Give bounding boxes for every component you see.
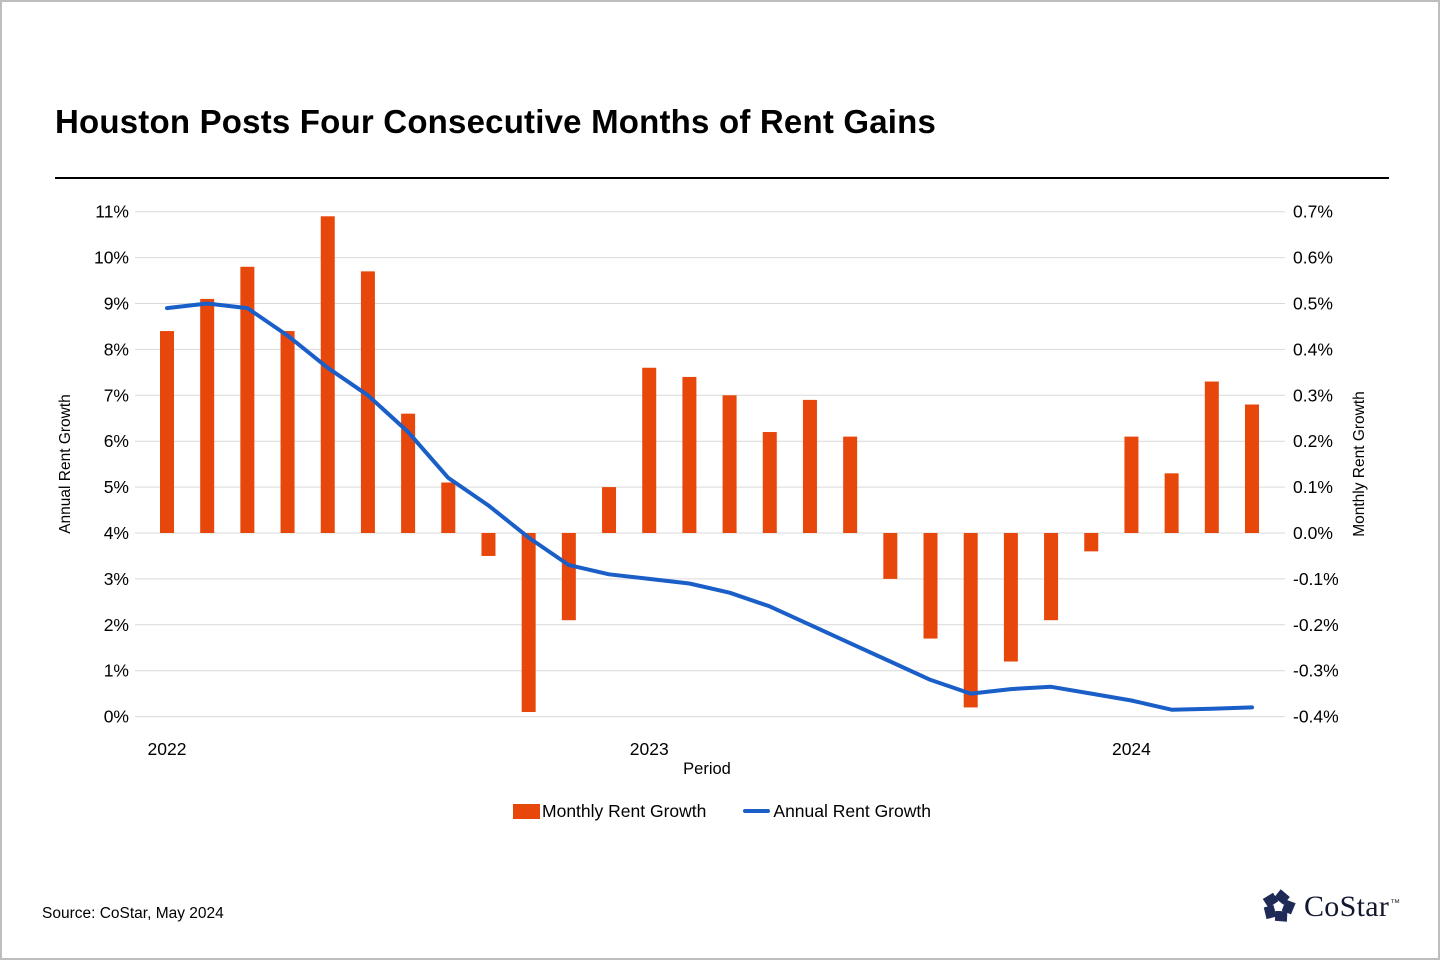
bar-monthly-rent-growth [1244,404,1259,533]
left-axis-title: Annual Rent Growth [57,394,74,534]
pinwheel-blade [1263,905,1277,920]
bar-monthly-rent-growth [963,533,978,708]
y-axis-tick-right: 0.3% [1293,385,1333,405]
title-divider [55,177,1389,179]
bar-monthly-rent-growth [843,436,858,533]
costar-logo-text: CoStar™ [1304,889,1401,923]
y-axis-tick-left: 11% [95,202,129,222]
y-axis-tick-left: 4% [104,523,129,543]
y-axis-tick-left: 9% [104,294,129,314]
x-axis-tick: 2023 [630,739,669,759]
line-annual-rent-growth [165,301,1254,712]
bar-monthly-rent-growth [401,413,416,533]
bar-monthly-rent-growth [762,432,777,533]
bar-monthly-rent-growth [521,533,536,713]
y-axis-tick-left: 1% [104,661,129,681]
legend-label-annual: Annual Rent Growth [773,800,931,821]
bar-monthly-rent-growth [883,533,898,579]
bar-monthly-rent-growth [802,399,817,533]
y-axis-tick-right: 0.5% [1293,294,1333,314]
costar-logo: CoStar™ [1260,888,1400,925]
y-axis-tick-left: 6% [104,431,129,451]
y-axis-tick-right: 0.4% [1293,339,1333,359]
y-axis-tick-left: 5% [104,477,129,497]
bar-monthly-rent-growth [320,216,335,534]
right-axis-title: Monthly Rent Growth [1351,391,1368,537]
source-note: Source: CoStar, May 2024 [42,905,224,922]
x-axis-tick: 2022 [148,739,187,759]
trademark-symbol: ™ [1390,897,1401,909]
bar-monthly-rent-growth [561,533,576,621]
x-axis-title: Period [683,760,731,778]
bar-monthly-rent-growth [1003,533,1018,662]
monthly-rent-growth-swatch-icon [513,803,541,819]
bar-monthly-rent-growth [441,482,456,533]
bar-monthly-rent-growth [240,266,255,533]
bar-monthly-rent-growth [1204,381,1219,533]
y-axis-tick-left: 3% [104,569,129,589]
legend-spacer [706,811,743,812]
bar-monthly-rent-growth [200,298,215,533]
bar-monthly-rent-growth [160,331,174,533]
chart-title: Houston Posts Four Consecutive Months of… [55,103,937,140]
y-axis-tick-right: 0.1% [1293,477,1333,497]
y-axis-tick-right: 0.7% [1293,202,1333,222]
bar-monthly-rent-growth [642,367,657,533]
bar-monthly-rent-growth [1164,473,1179,533]
y-axis-tick-right: 0.6% [1293,248,1333,268]
y-axis-tick-left: 8% [104,339,129,359]
bar-monthly-rent-growth [360,271,375,533]
y-axis-tick-right: -0.1% [1293,569,1339,589]
y-axis-tick-right: -0.2% [1293,615,1339,635]
bar-monthly-rent-growth [1124,436,1139,533]
bar-monthly-rent-growth [602,487,617,533]
y-axis-tick-left: 10% [94,248,129,268]
y-axis-tick-left: 2% [104,615,129,635]
bar-monthly-rent-growth [722,395,737,533]
costar-pinwheel-icon [1262,889,1296,922]
chart-legend: Monthly Rent Growth Annual Rent Growth [2,799,1438,823]
bar-monthly-rent-growth [923,533,938,639]
bar-monthly-rent-growth [280,331,295,533]
y-axis-tick-right: 0.0% [1293,523,1333,543]
annual-rent-growth-line-icon [743,809,771,813]
y-axis-tick-right: -0.4% [1293,707,1339,727]
y-axis-tick-right: 0.2% [1293,431,1333,451]
bar-monthly-rent-growth [1084,533,1099,552]
pinwheel-blade [1281,899,1296,915]
bar-monthly-rent-growth [1044,533,1059,621]
bar-monthly-rent-growth [481,533,496,556]
y-axis-tick-right: -0.3% [1293,661,1339,681]
x-axis-tick: 2024 [1112,739,1151,759]
legend-label-monthly: Monthly Rent Growth [542,800,707,821]
pinwheel-blade [1262,892,1279,908]
pinwheel-blade [1274,910,1288,922]
y-axis-tick-left: 7% [104,385,129,405]
y-axis-tick-left: 0% [104,707,129,727]
bar-monthly-rent-growth [682,376,697,533]
